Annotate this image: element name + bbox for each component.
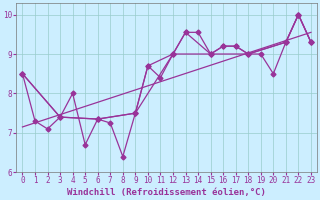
X-axis label: Windchill (Refroidissement éolien,°C): Windchill (Refroidissement éolien,°C) bbox=[67, 188, 266, 197]
